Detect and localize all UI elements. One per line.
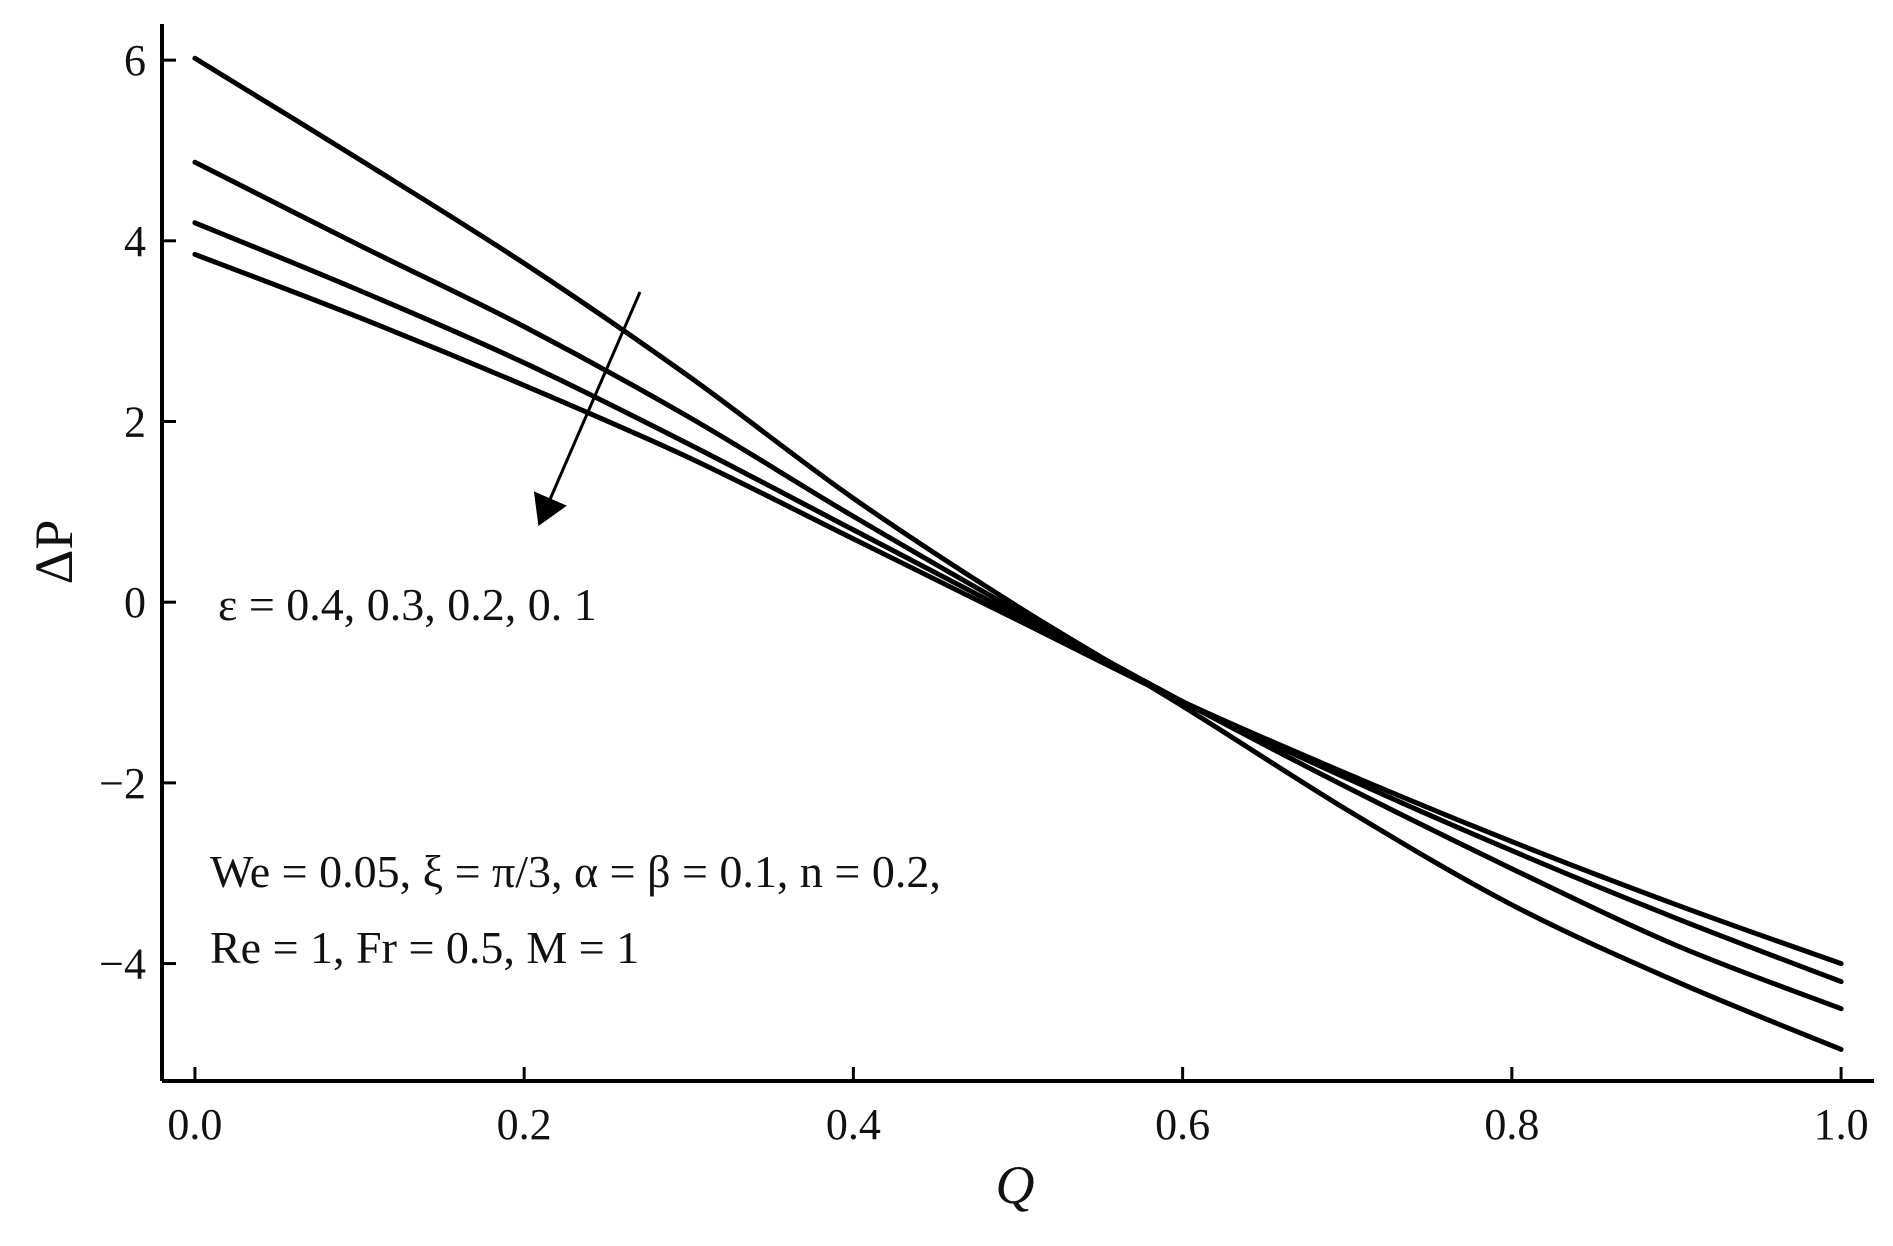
y-axis-title: ΔP	[24, 520, 84, 585]
params-annotation-line1: We = 0.05, ξ = π/3, α = β = 0.1, n = 0.2…	[210, 846, 941, 897]
series-group	[192, 55, 1844, 1052]
series-line-2	[192, 159, 1844, 1012]
y-tick-label: 4	[124, 217, 146, 266]
series-line-1	[192, 55, 1844, 1052]
x-tick-label: 1.0	[1814, 1100, 1869, 1149]
epsilon-annotation: ε = 0.4, 0.3, 0.2, 0. 1	[218, 579, 597, 630]
series-line-4	[192, 251, 1844, 967]
x-tick-label: 0.0	[167, 1100, 222, 1149]
params-annotation-line2: Re = 1, Fr = 0.5, M = 1	[210, 922, 639, 973]
ticks-group: 0.0 0.2 0.4 0.6 0.8 1.0 6 4 2 0 −2 −4	[99, 36, 1868, 1149]
x-axis-title: Q	[996, 1155, 1035, 1215]
y-tick-label: −2	[99, 759, 146, 808]
series-line-3	[192, 220, 1844, 985]
trend-arrow	[533, 291, 642, 527]
y-tick-label: 6	[124, 36, 146, 85]
x-tick-label: 0.2	[497, 1100, 552, 1149]
x-tick-label: 0.8	[1484, 1100, 1539, 1149]
y-tick-label: −4	[99, 940, 146, 989]
y-tick-label: 2	[124, 398, 146, 447]
axes	[160, 24, 1874, 1083]
x-tick-label: 0.4	[826, 1100, 881, 1149]
x-tick-label: 0.6	[1155, 1100, 1210, 1149]
y-tick-label: 0	[124, 578, 146, 627]
